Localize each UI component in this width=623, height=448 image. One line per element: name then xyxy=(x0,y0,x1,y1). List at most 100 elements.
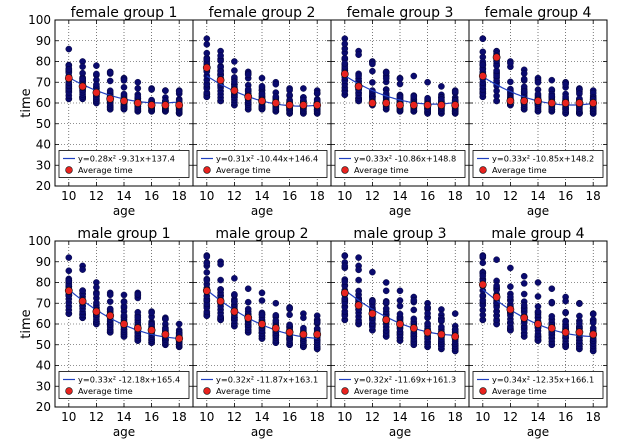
scatter-point xyxy=(562,297,569,305)
average-points xyxy=(340,288,460,341)
scatter-point xyxy=(534,308,542,315)
scatter-point xyxy=(479,61,487,69)
average-point xyxy=(175,101,184,109)
scatter-point xyxy=(410,306,418,314)
x-tick-label: 14 xyxy=(116,410,131,424)
average-point xyxy=(313,330,322,339)
y-tick-label: 90 xyxy=(36,255,51,269)
scatter-point xyxy=(355,72,362,80)
scatter-point xyxy=(93,284,100,291)
scatter-point xyxy=(134,93,142,101)
average-point xyxy=(106,311,115,320)
average-points xyxy=(478,280,598,339)
legend-box xyxy=(334,371,466,399)
average-point xyxy=(368,99,377,107)
scatter-point xyxy=(120,291,128,299)
ticks: 10 12 14 16 18 xyxy=(331,19,469,203)
average-points xyxy=(64,286,184,343)
scatter-point xyxy=(300,324,307,332)
scatter-point xyxy=(396,297,404,304)
average-point xyxy=(120,320,128,328)
scatter-point xyxy=(520,75,528,83)
scatter-point xyxy=(203,253,211,261)
average-point xyxy=(216,297,225,306)
y-tick-label: 40 xyxy=(36,138,51,152)
average-points xyxy=(340,70,460,109)
scatter-point xyxy=(520,290,528,298)
x-tick-label: 12 xyxy=(503,189,518,203)
scatter-point xyxy=(479,252,487,260)
scatter-point xyxy=(244,305,252,313)
x-tick-label: 16 xyxy=(282,189,297,203)
y-tick-label: 30 xyxy=(36,158,51,172)
x-tick-label: 10 xyxy=(61,189,76,203)
scatter-point xyxy=(300,314,307,322)
average-point xyxy=(202,286,211,295)
average-point xyxy=(575,328,584,337)
x-axis-label: age xyxy=(113,425,135,439)
scatter-point xyxy=(424,320,431,327)
scatter-point xyxy=(369,67,376,75)
ticks: 10 12 14 16 18 xyxy=(469,240,607,424)
subplot-title: female group 2 xyxy=(209,5,316,21)
average-point xyxy=(437,101,446,109)
average-point xyxy=(78,297,87,306)
scatter-point xyxy=(548,298,556,306)
scatter-point xyxy=(424,310,431,317)
scatter-point xyxy=(382,305,390,312)
x-tick-label: 18 xyxy=(310,410,325,424)
scatter-point xyxy=(258,82,266,90)
scatter-point xyxy=(507,264,514,272)
x-tick-label: 16 xyxy=(558,189,573,203)
average-point xyxy=(64,74,73,82)
x-tick-label: 10 xyxy=(199,410,214,424)
scatter-point xyxy=(203,55,211,63)
x-tick-label: 10 xyxy=(61,410,76,424)
legend-fit-label: y=0.31x² -10.44x+146.4 xyxy=(216,154,318,164)
x-tick-label: 16 xyxy=(420,189,435,203)
average-points xyxy=(202,63,322,109)
scatter-point xyxy=(493,282,500,290)
scatter-point xyxy=(79,69,86,77)
x-tick-label: 18 xyxy=(172,189,187,203)
x-tick-label: 18 xyxy=(310,189,325,203)
ticks: 10 12 14 16 18 xyxy=(331,240,469,424)
scatter-point xyxy=(562,93,569,101)
scatter-point xyxy=(576,320,583,327)
scatter-point xyxy=(244,71,252,79)
average-point xyxy=(92,307,101,316)
scatter-point xyxy=(258,74,266,82)
legend-average-label: Average time xyxy=(354,165,409,175)
scatter-point xyxy=(106,298,114,305)
scatter-point xyxy=(148,309,155,317)
average-point xyxy=(478,280,487,289)
x-tick-label: 12 xyxy=(89,410,104,424)
average-point xyxy=(534,320,542,328)
x-tick-label: 14 xyxy=(254,189,269,203)
scatter-point xyxy=(479,272,487,280)
average-point xyxy=(230,307,239,316)
x-tick-label: 16 xyxy=(144,189,159,203)
average-point xyxy=(285,328,294,337)
average-point xyxy=(547,324,556,333)
average-point xyxy=(368,309,377,318)
x-tick-label: 16 xyxy=(144,410,159,424)
legend-average-label: Average time xyxy=(216,165,271,175)
ticks: 10 12 14 16 18 xyxy=(193,240,331,424)
average-point xyxy=(575,99,584,107)
legend-fit-label: y=0.33x² -12.18x+165.4 xyxy=(78,375,180,385)
average-point xyxy=(423,328,432,337)
average-point xyxy=(244,92,253,101)
y-tick-label: 40 xyxy=(36,359,51,373)
x-tick-label: 14 xyxy=(254,410,269,424)
average-point xyxy=(451,101,460,109)
x-tick-label: 10 xyxy=(475,189,490,203)
average-point xyxy=(340,288,349,297)
scatter-point xyxy=(548,76,556,84)
